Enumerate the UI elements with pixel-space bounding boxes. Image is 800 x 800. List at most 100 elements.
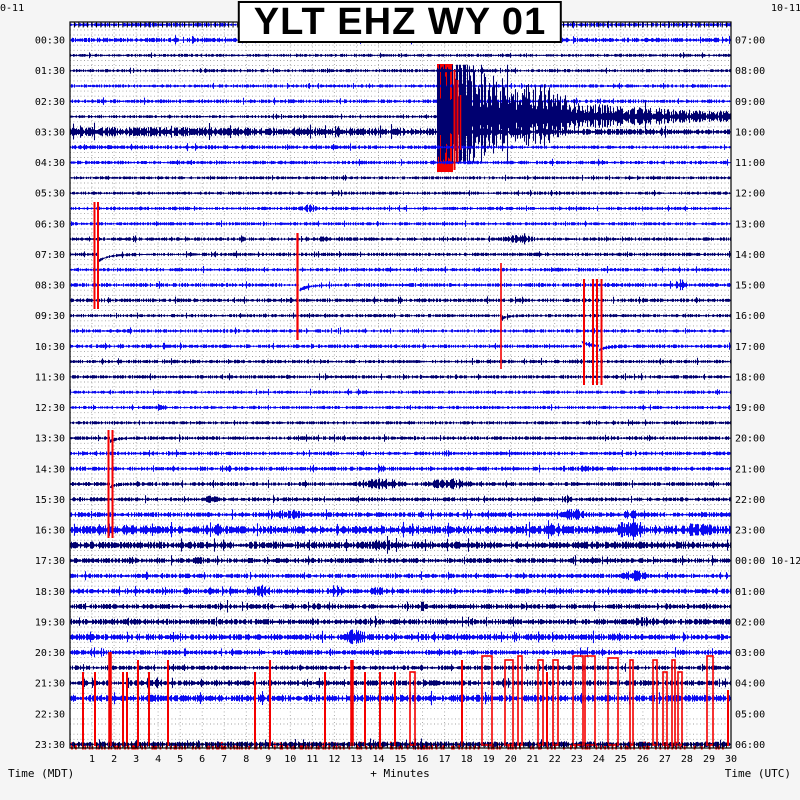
minute-label: 22 xyxy=(549,754,561,765)
minute-label: 6 xyxy=(199,754,205,765)
red-dropout-box xyxy=(706,655,714,746)
mdt-time-label: 07:30 xyxy=(35,250,65,261)
minute-label: 11 xyxy=(306,754,318,765)
red-dropout-box xyxy=(481,655,493,746)
minute-label: 9 xyxy=(265,754,271,765)
mdt-time-label: 23:30 xyxy=(35,740,65,751)
mdt-time-label: 21:30 xyxy=(35,679,65,690)
minute-label: 19 xyxy=(483,754,495,765)
red-dropout-box xyxy=(517,655,523,746)
red-dropout-box xyxy=(552,659,559,746)
plot-background xyxy=(70,22,731,748)
minute-label: 2 xyxy=(111,754,117,765)
utc-time-label: 12:00 xyxy=(735,189,765,200)
utc-time-label: 01:00 xyxy=(735,587,765,598)
utc-time-label: 21:00 xyxy=(735,464,765,475)
minute-label: 28 xyxy=(681,754,693,765)
red-glitch-marks xyxy=(82,70,729,746)
minute-label: 16 xyxy=(416,754,428,765)
utc-time-label: 06:00 xyxy=(735,740,765,751)
utc-time-label: 13:00 xyxy=(735,219,765,230)
minute-label: 30 xyxy=(725,754,737,765)
mdt-time-label: 15:30 xyxy=(35,495,65,506)
utc-time-label: 15:00 xyxy=(735,281,765,292)
mdt-time-label: 13:30 xyxy=(35,434,65,445)
red-dropout-box xyxy=(677,671,683,746)
mdt-time-label: 00:30 xyxy=(35,36,65,47)
minute-label: 15 xyxy=(394,754,406,765)
mdt-time-label: 20:30 xyxy=(35,648,65,659)
minute-label: 25 xyxy=(615,754,627,765)
utc-time-label: 18:00 xyxy=(735,372,765,383)
mdt-time-labels: 00:30 01:30 02:30 03:30 04:30 05:30 06:30 07:30… xyxy=(35,36,65,751)
right-axis-label: Time (UTC) xyxy=(724,767,791,780)
utc-time-label: 07:00 xyxy=(735,36,765,47)
utc-time-label: 20:00 xyxy=(735,434,765,445)
red-dropout-box xyxy=(504,659,514,746)
minute-label: 24 xyxy=(593,754,605,765)
minute-label: 12 xyxy=(328,754,340,765)
minute-label: 8 xyxy=(243,754,249,765)
utc-time-label: 08:00 xyxy=(735,66,765,77)
red-dropout-box xyxy=(607,657,619,746)
date-label-right: 10-11 xyxy=(771,3,800,14)
utc-time-label: 10:00 xyxy=(735,128,765,139)
red-dropout-box xyxy=(629,659,634,746)
red-dropout-box xyxy=(652,659,658,746)
mdt-time-label: 22:30 xyxy=(35,709,65,720)
utc-time-label: 19:00 xyxy=(735,403,765,414)
utc-time-label: 05:00 xyxy=(735,709,765,720)
minute-label: 23 xyxy=(571,754,583,765)
minute-label: 4 xyxy=(155,754,161,765)
mdt-time-label: 10:30 xyxy=(35,342,65,353)
utc-time-label: 14:00 xyxy=(735,250,765,261)
utc-time-label: 04:00 xyxy=(735,679,765,690)
left-axis-label: Time (MDT) xyxy=(8,767,75,780)
minute-label: 10 xyxy=(284,754,296,765)
mdt-time-label: 11:30 xyxy=(35,372,65,383)
bottom-edge-ticks xyxy=(69,742,732,748)
red-dropout-box xyxy=(537,659,544,746)
minute-label: 17 xyxy=(439,754,451,765)
utc-time-label: 23:00 xyxy=(735,526,765,537)
minute-label: 26 xyxy=(637,754,649,765)
minute-label: 20 xyxy=(505,754,517,765)
minute-label: 7 xyxy=(221,754,227,765)
utc-time-label: 00:00 10-12 xyxy=(735,556,800,567)
mdt-time-label: 19:30 xyxy=(35,617,65,628)
mdt-time-label: 17:30 xyxy=(35,556,65,567)
minute-label: 13 xyxy=(350,754,362,765)
page-title: YLT EHZ WY 01 xyxy=(237,1,563,43)
utc-time-label: 17:00 xyxy=(735,342,765,353)
mdt-time-label: 09:30 xyxy=(35,311,65,322)
mdt-time-label: 01:30 xyxy=(35,66,65,77)
minute-label: 5 xyxy=(177,754,183,765)
minute-label: 18 xyxy=(461,754,473,765)
mdt-time-label: 02:30 xyxy=(35,97,65,108)
utc-time-labels: 07:00 08:00 09:00 10:00 11:00 12:00 13:00 14:00… xyxy=(735,36,800,751)
minute-label: 27 xyxy=(659,754,671,765)
utc-time-label: 22:00 xyxy=(735,495,765,506)
utc-time-label: 09:00 xyxy=(735,97,765,108)
utc-time-label: 11:00 xyxy=(735,158,765,169)
minute-labels: 1 2 3 4 5 6 7 8 9 10 11 12 13 14 15 16 17 18 19 20 21 22 23 24 2… xyxy=(89,754,737,765)
minute-label: 14 xyxy=(372,754,384,765)
mdt-time-label: 06:30 xyxy=(35,219,65,230)
mdt-time-label: 16:30 xyxy=(35,526,65,537)
minute-label: 3 xyxy=(133,754,139,765)
mdt-time-label: 03:30 xyxy=(35,128,65,139)
red-dropout-box xyxy=(409,671,416,746)
minute-label: 21 xyxy=(527,754,539,765)
mdt-time-label: 08:30 xyxy=(35,281,65,292)
minute-label: 1 xyxy=(89,754,95,765)
mdt-time-label: 14:30 xyxy=(35,464,65,475)
red-dropout-box xyxy=(572,655,584,746)
utc-time-label: 02:00 xyxy=(735,617,765,628)
mdt-time-label: 12:30 xyxy=(35,403,65,414)
bottom-axis-label: + Minutes xyxy=(370,767,430,780)
date-label-left: 10-11 xyxy=(0,3,25,14)
mdt-time-label: 05:30 xyxy=(35,189,65,200)
mdt-time-label: 04:30 xyxy=(35,158,65,169)
